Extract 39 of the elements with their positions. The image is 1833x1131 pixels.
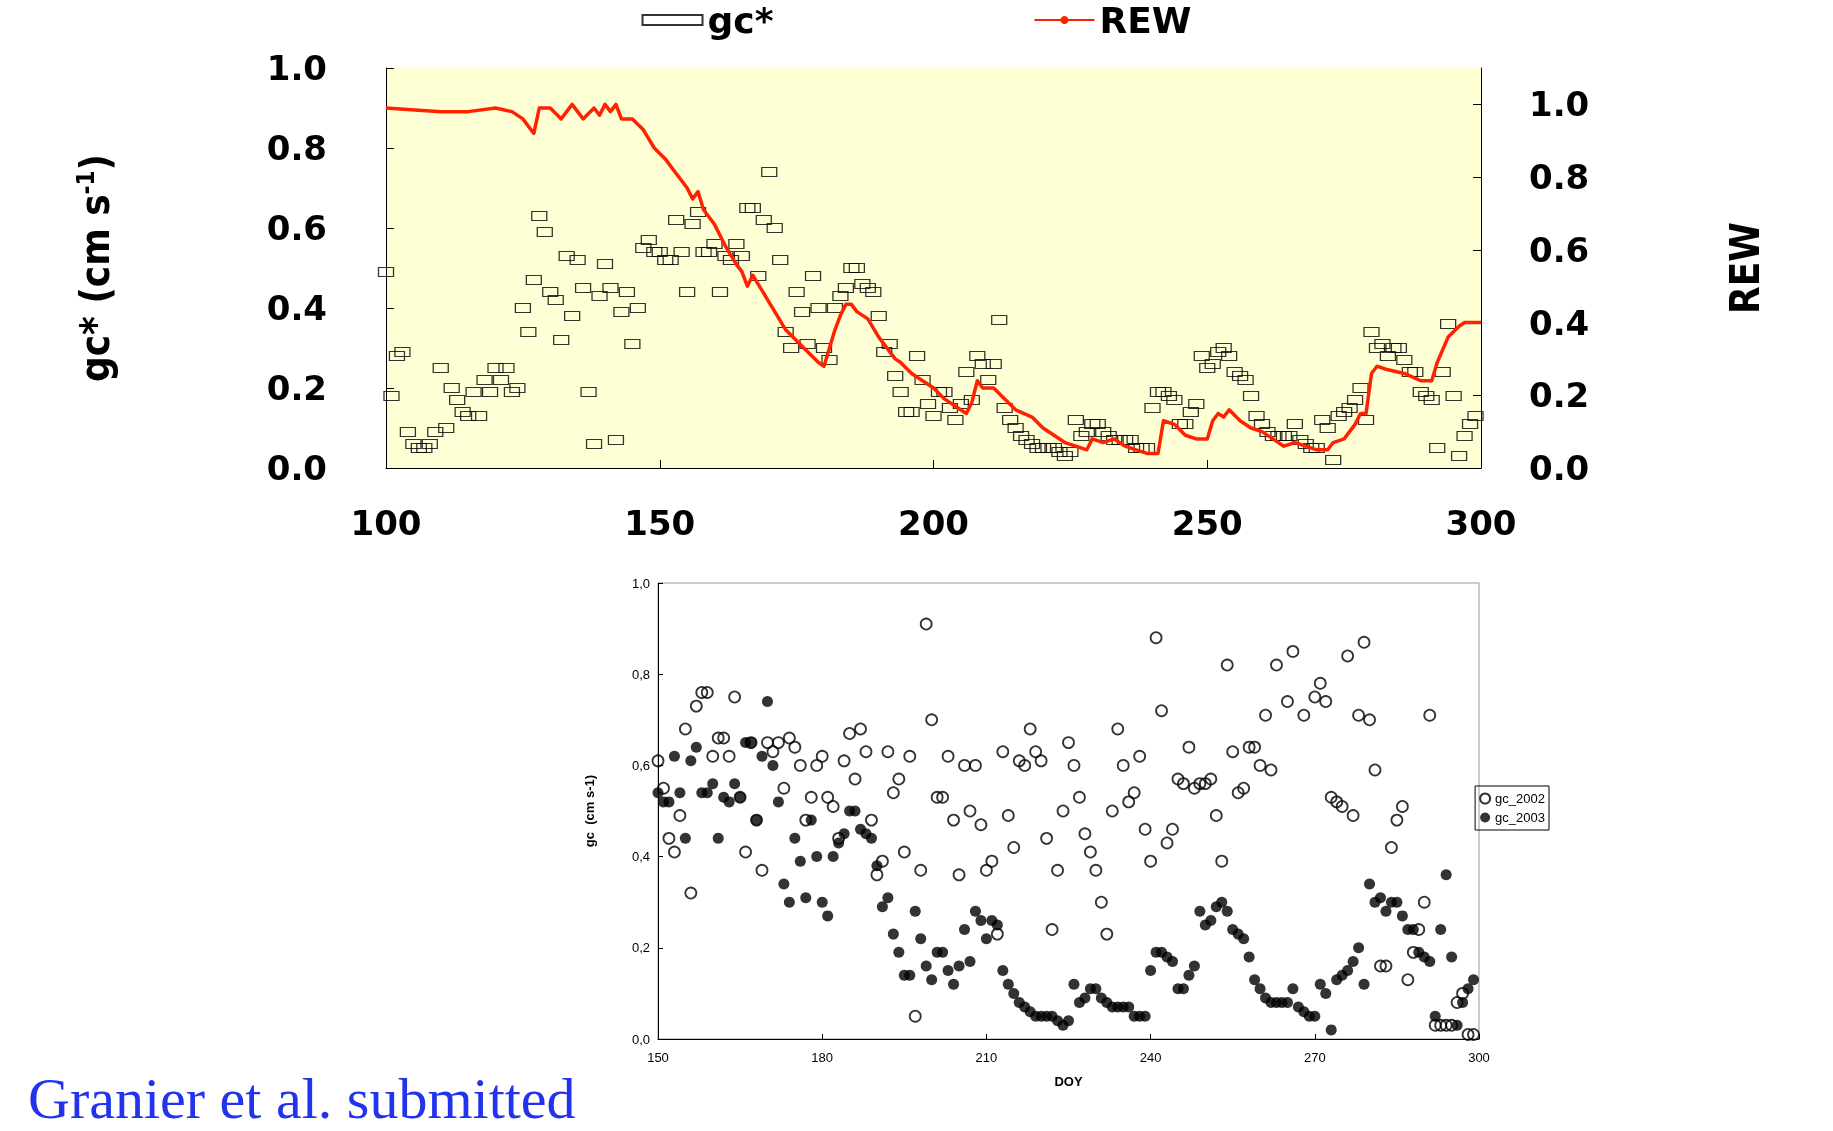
y-tick-label: 0.6 — [266, 208, 327, 248]
y2-tick-label: 0.4 — [1529, 302, 1590, 343]
y-tick-label: 0,4 — [631, 849, 650, 865]
y2-tick-label: 0.2 — [1529, 375, 1590, 416]
y-tick-label: 0,8 — [631, 666, 650, 682]
y-axis-title: gc (cm s-1) — [582, 774, 597, 848]
y-tick-label: 0.2 — [266, 368, 327, 408]
x-tick-label: 270 — [1303, 1050, 1326, 1065]
y2-tick-label: 0.6 — [1529, 229, 1590, 270]
x-tick-label: 100 — [350, 503, 422, 543]
y-tick-label: 1.0 — [266, 48, 327, 88]
x-tick-label: 300 — [1468, 1050, 1490, 1065]
line-series — [384, 102, 1483, 456]
x-axis-title: DOY — [1054, 1074, 1083, 1089]
x-tick-label: 200 — [898, 503, 969, 543]
x-tick-label: 300 — [1445, 503, 1517, 543]
legend-label: REW — [1099, 0, 1192, 41]
y-tick-label: 0.0 — [266, 448, 327, 488]
legend-label: gc_2003 — [1495, 810, 1546, 825]
y2-axis-title: REW — [1722, 221, 1768, 315]
x-tick-label: 150 — [624, 503, 696, 543]
y-tick-label: 0,2 — [631, 940, 650, 956]
legend-label: gc* — [707, 0, 774, 41]
x-tick-label: 240 — [1139, 1050, 1162, 1065]
text: Granier et al. submitted — [28, 1065, 576, 1131]
y-axis-title: gc* (cm s-1) — [72, 153, 118, 383]
x-tick-label: 150 — [647, 1050, 669, 1065]
y2-tick-label: 0.0 — [1529, 448, 1590, 488]
y-tick-label: 0,0 — [631, 1031, 650, 1047]
y-tick-label: 0.8 — [266, 128, 327, 168]
y-tick-label: 1,0 — [631, 575, 650, 591]
y-tick-label: 0.4 — [266, 288, 327, 328]
legend-label: gc_2002 — [1495, 791, 1546, 806]
x-tick-label: 210 — [975, 1050, 998, 1065]
y2-tick-label: 0.8 — [1529, 157, 1590, 198]
x-tick-label: 250 — [1171, 503, 1243, 543]
y-tick-label: 0,6 — [631, 757, 650, 773]
x-tick-label: 180 — [811, 1050, 834, 1065]
y2-tick-label: 1.0 — [1529, 84, 1590, 125]
